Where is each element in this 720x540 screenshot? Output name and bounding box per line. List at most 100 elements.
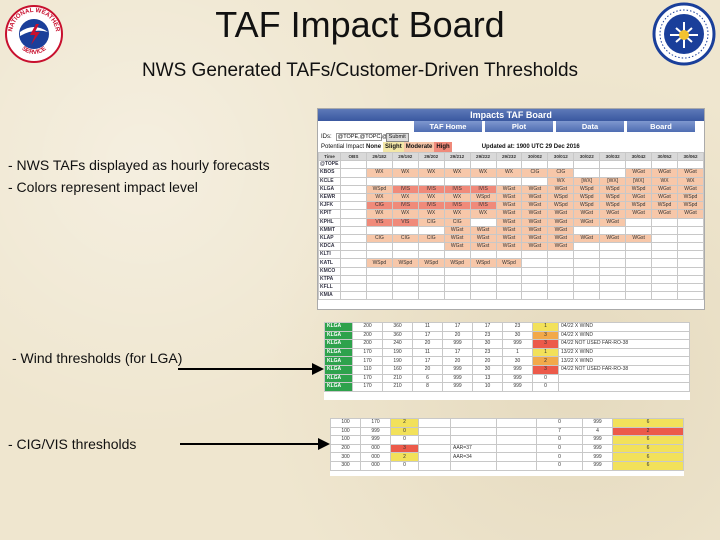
- cig-value: 0: [536, 460, 583, 471]
- grid-cell: WGst: [495, 233, 523, 244]
- grid-cell: [340, 192, 367, 203]
- cig-value: 300: [330, 452, 361, 462]
- ids-input[interactable]: @TOPE,@TOPC,@T: [335, 133, 391, 141]
- grid-cell: WGst: [573, 209, 601, 219]
- wind-row: KLGA 170 210 6 999 13 999 0: [324, 373, 690, 384]
- grid-cell: WGst: [495, 192, 523, 203]
- cig-note: AAR=34: [450, 452, 497, 462]
- cig-value: 000: [360, 460, 391, 471]
- grid-cell: [495, 282, 523, 293]
- grid-cell: [573, 282, 601, 293]
- grid-cell: WGst: [599, 233, 627, 244]
- tab-data[interactable]: Data: [556, 121, 624, 132]
- wind-value: 2: [532, 356, 559, 366]
- grid-cell: [365, 274, 393, 285]
- grid-cell: [651, 274, 678, 285]
- svg-text:SERVICE: SERVICE: [20, 45, 47, 56]
- tab-taf-home[interactable]: TAF Home: [414, 121, 482, 132]
- grid-cell: [547, 160, 575, 170]
- grid-cell: [547, 266, 575, 276]
- grid-cell: [365, 242, 393, 252]
- grid-cell: WGst: [521, 201, 549, 211]
- grid-cell: WGst: [521, 217, 549, 227]
- cig-row: 200 000 3 AAR=37 0 999 6: [330, 443, 684, 454]
- tab-board[interactable]: Board: [627, 121, 695, 132]
- cig-value: 6: [612, 452, 684, 462]
- grid-site-id: KPIT: [318, 209, 341, 219]
- grid-cell: [676, 160, 704, 170]
- wind-note: 13/22 X WIND: [558, 347, 690, 358]
- grid-cell: [365, 160, 393, 170]
- grid-cell: [651, 160, 678, 170]
- grid-cell: [495, 250, 523, 260]
- cig-value: 0: [536, 435, 583, 445]
- wind-value: 190: [382, 347, 413, 358]
- grid-column-header: 30/002: [521, 151, 549, 162]
- grid-cell: WSpd: [547, 192, 575, 203]
- grid-cell: [391, 266, 419, 276]
- grid-cell: CIG: [443, 217, 471, 227]
- grid-cell: [443, 291, 471, 301]
- wind-value: 17: [442, 322, 473, 332]
- grid-cell: [417, 274, 445, 285]
- wind-value: 11: [412, 347, 443, 358]
- cig-row: 100 999 0 7 4 2: [330, 426, 684, 437]
- grid-cell: [469, 217, 497, 227]
- grid-cell: [443, 266, 471, 276]
- grid-cell: IVIS: [443, 201, 471, 211]
- grid-cell: [417, 250, 445, 260]
- board-header: Impacts TAF Board: [318, 109, 704, 121]
- wind-value: 6: [412, 373, 443, 384]
- grid-cell: VIS: [391, 217, 419, 227]
- cig-value: 0: [536, 443, 583, 454]
- grid-cell: WGst: [443, 225, 471, 235]
- grid-site-id: KLGA: [318, 184, 341, 194]
- grid-row: KLGA WSpd IVIS IVIS IVIS IVIS WGst WGst WGst WSpd…: [318, 184, 704, 194]
- grid-cell: [340, 233, 367, 244]
- wind-value: 0: [532, 373, 559, 384]
- grid-cell: WGst: [625, 209, 653, 219]
- submit-button[interactable]: Submit: [385, 132, 409, 142]
- cig-value: [496, 426, 537, 437]
- grid-site-id: KLAP: [318, 233, 341, 244]
- grid-cell: WX: [469, 168, 497, 178]
- grid-cell: WSpd: [573, 184, 601, 194]
- wind-value: 200: [352, 322, 383, 332]
- grid-cell: [469, 266, 497, 276]
- tab-plot[interactable]: Plot: [485, 121, 553, 132]
- grid-cell: WSpd: [573, 201, 601, 211]
- grid-cell: WX: [391, 192, 419, 203]
- legend-slight: Slight: [383, 142, 404, 152]
- cig-value: 999: [360, 426, 391, 437]
- grid-cell: WGst: [443, 242, 471, 252]
- grid-cell: [443, 282, 471, 293]
- wind-value: 999: [502, 382, 533, 392]
- grid-cell: WGst: [495, 242, 523, 252]
- grid-cell: [417, 242, 445, 252]
- grid-cell: [573, 274, 601, 285]
- updated-timestamp: Updated at: 1900 UTC 29 Dec 2016: [481, 144, 580, 150]
- grid-cell: [391, 291, 419, 301]
- grid-cell: [WX]: [599, 176, 627, 186]
- grid-cell: [599, 291, 627, 301]
- cig-value: 3: [390, 443, 419, 454]
- grid-cell: [391, 274, 419, 285]
- wind-thresholds-label: - Wind thresholds (for LGA): [12, 350, 183, 366]
- wind-row: KLGA 110 160 20 999 30 999 3 04/22 NOT USED FAR-…: [324, 364, 690, 375]
- grid-cell: [599, 274, 627, 285]
- grid-cell: WSpd: [676, 192, 704, 203]
- grid-cell: [625, 250, 653, 260]
- grid-cell: [599, 250, 627, 260]
- faa-logo: [652, 2, 716, 66]
- grid-cell: [573, 266, 601, 276]
- wind-site: KLGA: [324, 373, 353, 384]
- grid-cell: [521, 160, 549, 170]
- grid-cell: WSpd: [599, 201, 627, 211]
- wind-value: 17: [412, 356, 443, 366]
- wind-value: 23: [502, 322, 533, 332]
- wind-value: 999: [442, 364, 473, 375]
- grid-cell: [340, 274, 367, 285]
- grid-cell: [WX]: [573, 176, 601, 186]
- wind-row: KLGA 200 360 11 17 17 23 1 04/22 X WIND: [324, 322, 690, 332]
- cig-value: 6: [612, 418, 684, 428]
